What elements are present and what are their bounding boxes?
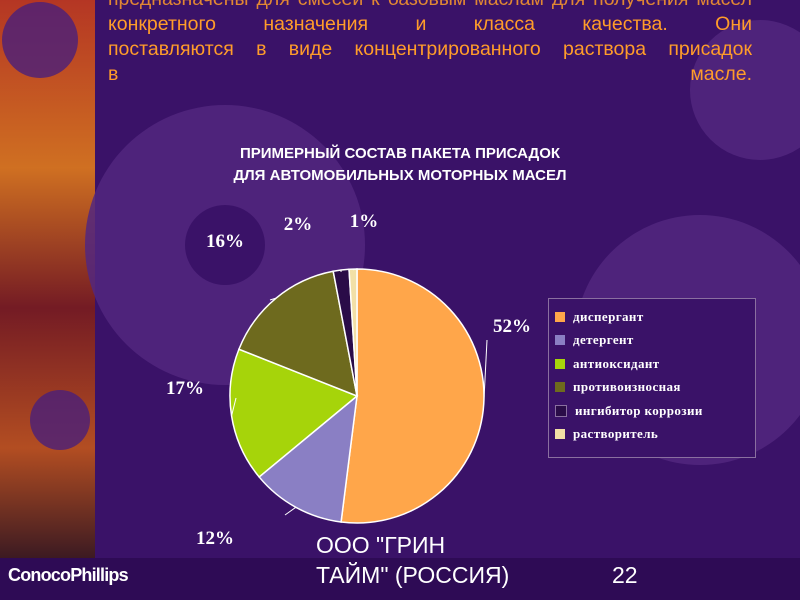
chart-title-line: ДЛЯ АВТОМОБИЛЬНЫХ МОТОРНЫХ МАСЕЛ [233,167,567,184]
data-label-1: 52% [493,316,531,337]
intro-line: поставляются в виде концентрированного р… [108,38,752,60]
gear-icon [2,2,90,450]
legend-label: растворитель [573,426,659,442]
intro-word: в [108,63,119,85]
legend-swatch [555,404,567,417]
pie-slice-4 [237,270,358,398]
chart-title-line: ПРИМЕРНЫЙ СОСТАВ ПАКЕТА ПРИСАДОК [239,145,561,162]
company-line: ООО "ГРИН [316,532,446,558]
footer-band [0,558,800,600]
intro-line: конкретного назначения и класса качества… [108,13,752,35]
pie-slice-1 [340,268,485,524]
leader-line-1 [483,339,488,404]
data-label-2: 12% [196,528,234,549]
intro-text: предназначены для смесей к базовым масла… [108,0,752,87]
legend-swatch [555,429,565,440]
legend-swatch [555,358,565,369]
legend-item: диспергант [555,305,749,329]
intro-word: масле. [690,63,752,85]
legend-item: противоизносная [555,376,749,400]
legend-swatch [555,335,565,346]
legend-label: антиоксидант [573,355,660,371]
conocophillips-logo: ConocoPhillips [8,565,129,585]
company-name: ООО "ГРИН ТАЙМ" (РОССИЯ) [316,530,556,590]
leader-line-3 [231,397,237,416]
chart-legend: диспергант детергент антиоксидант противоиз… [548,298,756,458]
page-number: 22 [612,562,638,588]
legend-swatch [555,311,565,322]
leader-line-6 [352,268,355,271]
legend-item: детергент [555,329,749,353]
legend-item: ингибитор коррозии [555,399,749,423]
chart-title: ПРИМЕРНЫЙ СОСТАВ ПАКЕТА ПРИСАДОК ДЛЯ АВТ… [150,143,650,187]
data-label-3: 17% [166,378,204,399]
legend-item: растворитель [555,423,749,447]
company-line: ТАЙМ" (РОССИЯ) [316,562,510,588]
left-strip [0,0,95,560]
leader-line-2 [284,506,297,516]
data-label-6: 1% [350,211,379,232]
data-label-5: 2% [284,214,313,235]
legend-label: противоизносная [573,379,681,395]
leader-line-4 [269,297,277,301]
intro-line: предназначены для смесей к базовым масла… [108,0,752,12]
legend-swatch [555,382,565,393]
legend-label: ингибитор коррозии [575,402,703,418]
pie-slice-2 [258,394,358,523]
legend-label: диспергант [573,308,644,324]
intro-line: в масле. [108,62,752,87]
legend-label: детергент [573,332,634,348]
data-label-4: 16% [206,231,244,252]
legend-item: антиоксидант [555,352,749,376]
